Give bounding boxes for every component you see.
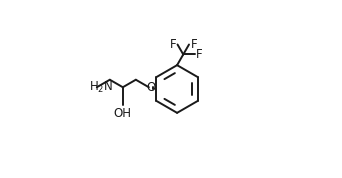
Text: H$_2$N: H$_2$N (89, 80, 113, 95)
Text: F: F (170, 38, 176, 51)
Text: OH: OH (114, 107, 132, 120)
Text: F: F (190, 38, 197, 51)
Text: F: F (196, 48, 203, 61)
Text: O: O (146, 81, 156, 94)
